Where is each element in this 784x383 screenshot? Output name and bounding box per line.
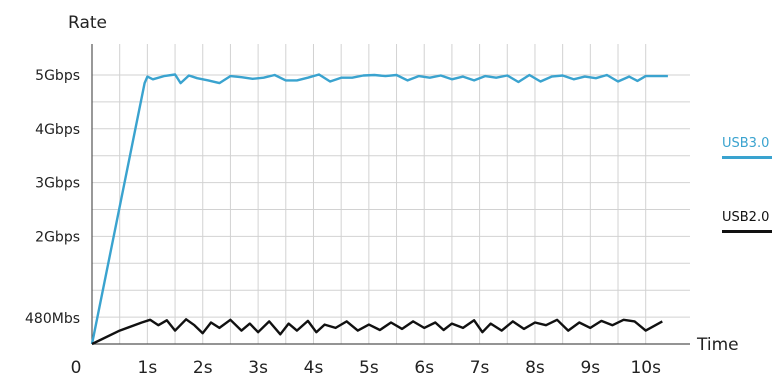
legend-label-usb2: USB2.0 <box>722 210 770 225</box>
y-tick-label: 480Mbs <box>25 311 80 327</box>
y-axis-title: Rate <box>68 13 107 33</box>
y-tick-label: 4Gbps <box>35 122 80 138</box>
legend: USB3.0 USB2.0 <box>722 0 784 383</box>
legend-item-usb3: USB3.0 <box>722 136 784 159</box>
x-tick-label: 1s <box>138 358 158 378</box>
x-tick-label: 5s <box>359 358 379 378</box>
axes <box>91 44 690 345</box>
x-tick-label: 4s <box>304 358 324 378</box>
x-tick-label: 7s <box>470 358 490 378</box>
x-axis-title: Time <box>696 335 739 355</box>
series-line-usb3 <box>90 73 668 345</box>
x-tick-label: 10s <box>630 358 661 378</box>
series-lines <box>90 73 668 346</box>
x-tick-label: 2s <box>193 358 213 378</box>
x-tick-label: 8s <box>525 358 545 378</box>
x-tick-label: 6s <box>414 358 434 378</box>
x-tick-labels: 0 1s 2s 3s 4s 5s 6s 7s 8s 9s 10s <box>71 358 661 378</box>
y-tick-label: 5Gbps <box>35 68 80 84</box>
y-tick-label: 2Gbps <box>35 229 80 245</box>
legend-item-usb2: USB2.0 <box>722 210 784 233</box>
legend-swatch-usb2 <box>722 230 772 233</box>
y-tick-labels: 480Mbs 2Gbps 3Gbps 4Gbps 5Gbps <box>25 68 80 327</box>
legend-swatch-usb3 <box>722 156 772 159</box>
x-tick-label: 9s <box>580 358 600 378</box>
horizontal-gridlines <box>92 74 690 318</box>
vertical-gridlines <box>119 44 647 344</box>
x-tick-label: 3s <box>248 358 268 378</box>
x-tick-label: 0 <box>71 358 82 378</box>
series-line-usb2 <box>91 318 663 346</box>
legend-label-usb3: USB3.0 <box>722 136 770 151</box>
y-tick-label: 3Gbps <box>35 176 80 192</box>
